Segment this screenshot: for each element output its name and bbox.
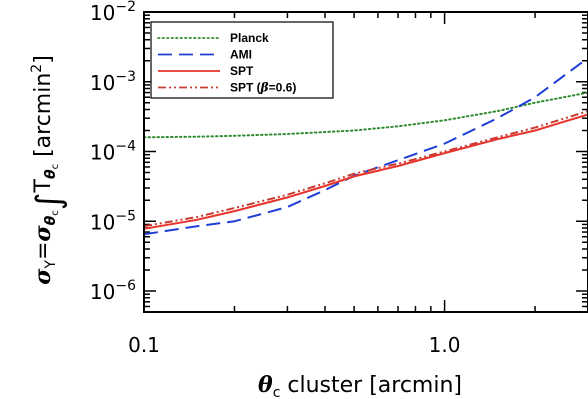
y-axis-sigma2-sub: θ <box>43 215 59 225</box>
svg-text:σY=σθc∫Tθc [arcmin2]: σY=σθc∫Tθc [arcmin2] <box>29 55 69 285</box>
legend-label: Planck <box>230 31 269 45</box>
y-axis-T-sub: θ <box>43 169 59 179</box>
y-axis-sigma-sub: Y <box>43 260 59 270</box>
y-tick-label: 10−6 <box>90 278 136 304</box>
y-axis-unit-sup: 2 <box>29 64 45 73</box>
y-axis-sigma2-subsub: c <box>50 210 61 216</box>
legend-label: SPT (β=0.6) <box>230 81 296 95</box>
y-tick-labels: 10−2 10−3 10−4 10−5 10−6 <box>90 0 136 304</box>
x-tick-labels: 0.1 1.0 <box>128 333 460 357</box>
y-axis-sigma2: σ <box>30 225 56 242</box>
legend-box <box>150 21 334 99</box>
y-axis-unit-close: ] <box>31 55 56 64</box>
x-axis-label: θc cluster [arcmin] <box>258 372 462 399</box>
y-axis-T-subsub: c <box>50 164 61 170</box>
x-axis-theta-sub: c <box>273 385 281 399</box>
legend-label: AMI <box>230 48 252 62</box>
x-axis-theta: θ <box>258 372 273 398</box>
y-tick-label: 10−5 <box>90 208 136 234</box>
y-axis-unit: [arcmin <box>31 73 56 164</box>
x-axis-label-rest: cluster [arcmin] <box>280 373 462 398</box>
series-line-planck <box>143 91 588 139</box>
y-tick-label: 10−3 <box>90 69 136 95</box>
y-axis-equals: = <box>31 242 56 260</box>
y-axis-label: σY=σθc∫Tθc [arcmin2] <box>29 55 69 285</box>
series-lines <box>143 57 588 236</box>
legend-label: SPT <box>230 64 254 78</box>
x-tick-label: 0.1 <box>128 333 160 357</box>
y-axis-T: T <box>31 178 56 193</box>
series-line-spt-0-6 <box>143 110 588 228</box>
series-line-spt <box>143 113 588 230</box>
y-axis-integral: ∫ <box>29 192 69 210</box>
plot-frame <box>143 11 588 313</box>
legend: Planck AMI SPT SPT (β=0.6) <box>150 21 334 99</box>
y-axis-sigma: σ <box>30 268 56 285</box>
y-tick-label: 10−4 <box>90 139 136 165</box>
x-tick-label: 1.0 <box>429 333 461 357</box>
y-tick-label: 10−2 <box>90 0 136 25</box>
